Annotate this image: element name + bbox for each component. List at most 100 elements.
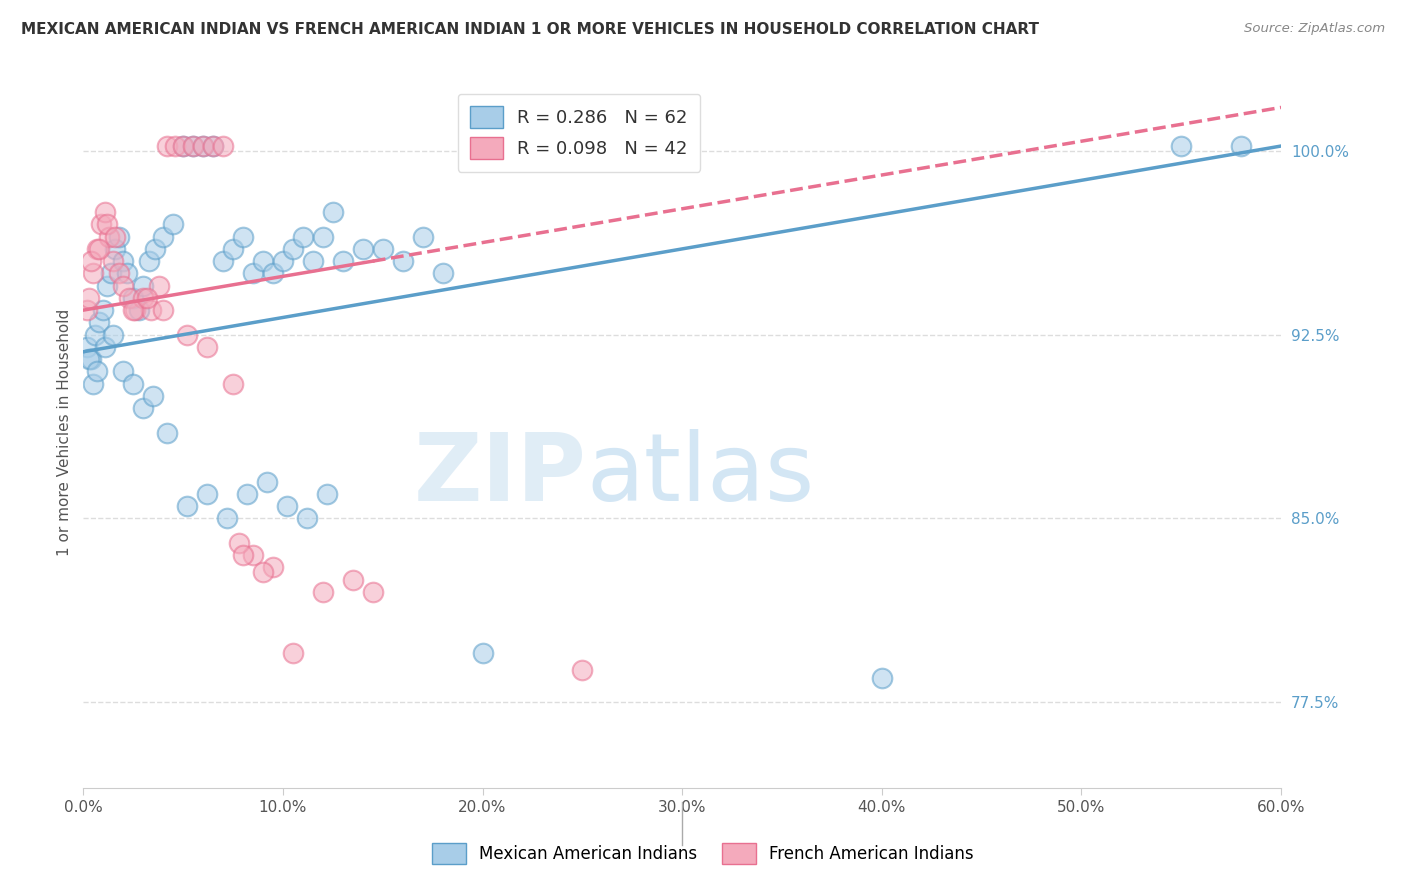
Point xyxy=(89,242,111,256)
Point xyxy=(195,340,218,354)
Point xyxy=(361,584,384,599)
Text: Source: ZipAtlas.com: Source: ZipAtlas.com xyxy=(1244,22,1385,36)
Point xyxy=(1170,139,1192,153)
Point xyxy=(132,401,155,416)
Point xyxy=(98,229,121,244)
Point xyxy=(152,229,174,244)
Point xyxy=(96,278,118,293)
Point xyxy=(262,266,284,280)
Point xyxy=(181,139,204,153)
Point xyxy=(112,278,135,293)
Point xyxy=(212,139,235,153)
Point xyxy=(412,229,434,244)
Point xyxy=(172,139,194,153)
Point xyxy=(191,139,214,153)
Point xyxy=(222,242,245,256)
Point xyxy=(138,254,160,268)
Point xyxy=(332,254,354,268)
Point xyxy=(142,389,165,403)
Point xyxy=(242,548,264,562)
Point xyxy=(122,291,145,305)
Point xyxy=(315,487,337,501)
Point xyxy=(76,303,98,318)
Point xyxy=(128,303,150,318)
Point xyxy=(100,266,122,280)
Point xyxy=(181,139,204,153)
Point xyxy=(86,364,108,378)
Point xyxy=(342,573,364,587)
Point xyxy=(122,303,145,318)
Point xyxy=(90,218,112,232)
Point xyxy=(94,340,117,354)
Point xyxy=(242,266,264,280)
Text: ZIP: ZIP xyxy=(413,429,586,521)
Point xyxy=(108,229,131,244)
Text: atlas: atlas xyxy=(586,429,814,521)
Point xyxy=(1230,139,1253,153)
Point xyxy=(215,511,238,525)
Point xyxy=(141,303,163,318)
Point xyxy=(571,663,593,677)
Point xyxy=(322,205,344,219)
Point xyxy=(136,291,159,305)
Point xyxy=(104,229,127,244)
Point xyxy=(471,646,494,660)
Point xyxy=(152,303,174,318)
Point xyxy=(82,266,104,280)
Point xyxy=(86,242,108,256)
Point xyxy=(371,242,394,256)
Point xyxy=(256,475,278,489)
Point xyxy=(124,303,146,318)
Point xyxy=(228,536,250,550)
Text: MEXICAN AMERICAN INDIAN VS FRENCH AMERICAN INDIAN 1 OR MORE VEHICLES IN HOUSEHOL: MEXICAN AMERICAN INDIAN VS FRENCH AMERIC… xyxy=(21,22,1039,37)
Point xyxy=(162,218,184,232)
Point xyxy=(132,291,155,305)
Point xyxy=(202,139,225,153)
Point xyxy=(271,254,294,268)
Point xyxy=(281,242,304,256)
Legend: R = 0.286   N = 62, R = 0.098   N = 42: R = 0.286 N = 62, R = 0.098 N = 42 xyxy=(457,94,700,172)
Point xyxy=(281,646,304,660)
Point xyxy=(252,565,274,579)
Point xyxy=(262,560,284,574)
Y-axis label: 1 or more Vehicles in Household: 1 or more Vehicles in Household xyxy=(58,309,72,557)
Point xyxy=(104,242,127,256)
Point xyxy=(103,254,125,268)
Point xyxy=(302,254,325,268)
Point xyxy=(352,242,374,256)
Point xyxy=(232,229,254,244)
Point xyxy=(156,139,179,153)
Point xyxy=(76,340,98,354)
Point xyxy=(122,376,145,391)
Point xyxy=(148,278,170,293)
Point xyxy=(236,487,259,501)
Point xyxy=(91,303,114,318)
Point xyxy=(143,242,166,256)
Point xyxy=(118,291,141,305)
Point xyxy=(132,278,155,293)
Point xyxy=(94,205,117,219)
Point xyxy=(232,548,254,562)
Point xyxy=(112,364,135,378)
Point xyxy=(391,254,413,268)
Point xyxy=(252,254,274,268)
Point xyxy=(432,266,454,280)
Point xyxy=(165,139,187,153)
Point xyxy=(312,584,335,599)
Point xyxy=(202,139,225,153)
Point xyxy=(103,327,125,342)
Point xyxy=(276,499,298,513)
Legend: Mexican American Indians, French American Indians: Mexican American Indians, French America… xyxy=(426,837,980,871)
Point xyxy=(77,352,100,367)
Point xyxy=(212,254,235,268)
Point xyxy=(108,266,131,280)
Point xyxy=(172,139,194,153)
Point xyxy=(77,291,100,305)
Point xyxy=(176,499,198,513)
Point xyxy=(312,229,335,244)
Point xyxy=(176,327,198,342)
Point xyxy=(115,266,138,280)
Point xyxy=(291,229,314,244)
Point xyxy=(82,376,104,391)
Point xyxy=(80,352,103,367)
